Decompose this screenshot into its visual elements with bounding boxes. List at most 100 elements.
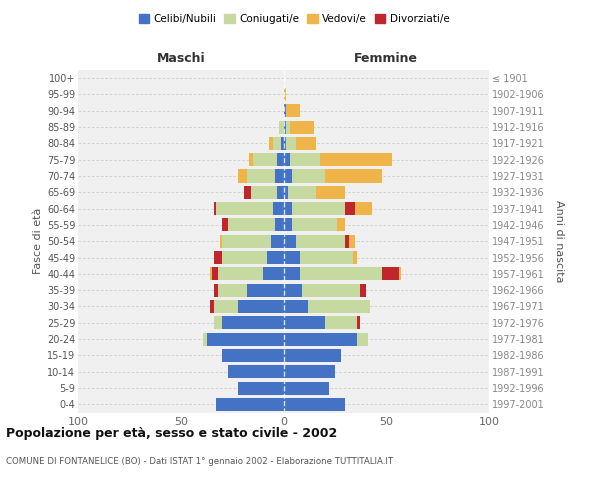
Bar: [292, 202, 345, 215]
Bar: [253, 153, 277, 166]
Bar: [275, 218, 284, 232]
Bar: [286, 120, 290, 134]
Bar: [222, 251, 267, 264]
Bar: [355, 202, 372, 215]
Bar: [222, 218, 228, 232]
Bar: [284, 332, 358, 345]
Bar: [277, 186, 284, 199]
Bar: [222, 349, 284, 362]
Bar: [222, 316, 284, 330]
Bar: [358, 316, 359, 330]
Bar: [281, 137, 284, 150]
Bar: [273, 137, 281, 150]
Bar: [263, 268, 284, 280]
Bar: [238, 300, 284, 313]
Bar: [209, 268, 212, 280]
Bar: [203, 332, 208, 345]
Bar: [284, 268, 300, 280]
Text: Maschi: Maschi: [157, 52, 205, 65]
Bar: [267, 251, 284, 264]
Bar: [284, 202, 292, 215]
Bar: [215, 202, 273, 215]
Bar: [325, 170, 382, 182]
Bar: [302, 284, 359, 296]
Y-axis label: Anni di nascita: Anni di nascita: [554, 200, 564, 282]
Text: Popolazione per età, sesso e stato civile - 2002: Popolazione per età, sesso e stato civil…: [6, 428, 337, 440]
Bar: [300, 251, 353, 264]
Bar: [353, 251, 358, 264]
Bar: [284, 382, 329, 394]
Bar: [215, 398, 284, 411]
Bar: [296, 137, 316, 150]
Bar: [290, 120, 314, 134]
Bar: [382, 268, 398, 280]
Bar: [284, 398, 345, 411]
Bar: [238, 382, 284, 394]
Bar: [284, 349, 341, 362]
Bar: [228, 365, 284, 378]
Bar: [398, 268, 401, 280]
Bar: [286, 104, 300, 118]
Bar: [358, 332, 368, 345]
Bar: [244, 186, 251, 199]
Bar: [284, 186, 287, 199]
Text: Femmine: Femmine: [354, 52, 418, 65]
Bar: [214, 251, 222, 264]
Text: COMUNE DI FONTANELICE (BO) - Dati ISTAT 1° gennaio 2002 - Elaborazione TUTTITALI: COMUNE DI FONTANELICE (BO) - Dati ISTAT …: [6, 458, 393, 466]
Bar: [273, 202, 284, 215]
Bar: [222, 234, 271, 248]
Bar: [247, 284, 284, 296]
Bar: [238, 170, 247, 182]
Bar: [251, 186, 277, 199]
Bar: [284, 365, 335, 378]
Bar: [212, 268, 218, 280]
Bar: [218, 268, 263, 280]
Bar: [292, 170, 325, 182]
Bar: [284, 104, 286, 118]
Bar: [349, 234, 355, 248]
Bar: [209, 300, 214, 313]
Bar: [300, 268, 382, 280]
Bar: [208, 332, 284, 345]
Bar: [320, 153, 392, 166]
Bar: [214, 284, 218, 296]
Bar: [280, 120, 284, 134]
Bar: [248, 153, 253, 166]
Bar: [284, 284, 302, 296]
Bar: [214, 202, 215, 215]
Bar: [218, 284, 247, 296]
Bar: [277, 153, 284, 166]
Bar: [337, 218, 345, 232]
Bar: [284, 251, 300, 264]
Bar: [275, 170, 284, 182]
Bar: [284, 137, 286, 150]
Bar: [316, 186, 345, 199]
Bar: [284, 300, 308, 313]
Bar: [296, 234, 345, 248]
Bar: [284, 153, 290, 166]
Bar: [214, 316, 222, 330]
Bar: [214, 300, 238, 313]
Bar: [284, 234, 296, 248]
Y-axis label: Fasce di età: Fasce di età: [32, 208, 43, 274]
Bar: [269, 137, 273, 150]
Bar: [220, 234, 222, 248]
Bar: [345, 234, 349, 248]
Bar: [345, 202, 355, 215]
Bar: [271, 234, 284, 248]
Bar: [284, 316, 325, 330]
Legend: Celibi/Nubili, Coniugati/e, Vedovi/e, Divorziati/e: Celibi/Nubili, Coniugati/e, Vedovi/e, Di…: [134, 10, 454, 29]
Bar: [284, 170, 292, 182]
Bar: [228, 218, 275, 232]
Bar: [284, 120, 286, 134]
Bar: [325, 316, 358, 330]
Bar: [284, 218, 292, 232]
Bar: [287, 186, 316, 199]
Bar: [286, 137, 296, 150]
Bar: [290, 153, 320, 166]
Bar: [308, 300, 370, 313]
Bar: [359, 284, 366, 296]
Bar: [292, 218, 337, 232]
Bar: [284, 88, 286, 101]
Bar: [247, 170, 275, 182]
